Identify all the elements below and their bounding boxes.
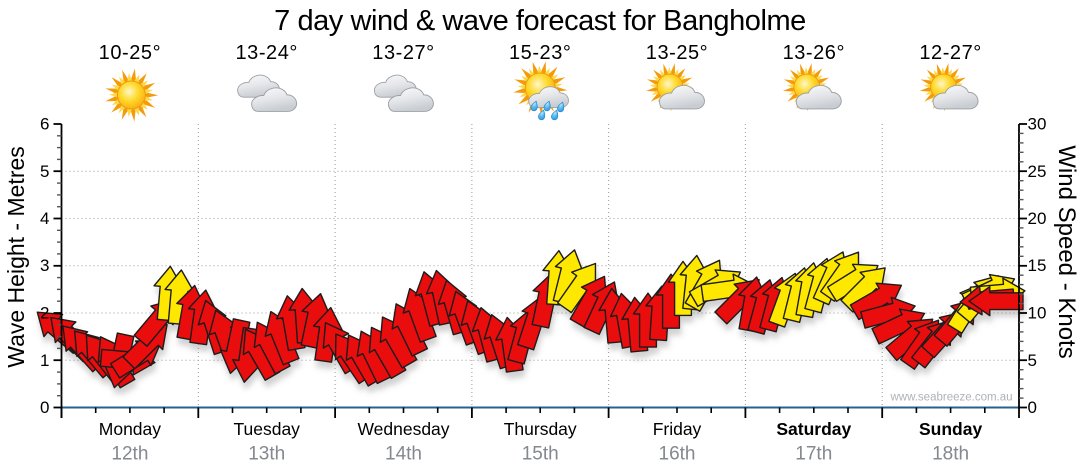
svg-text:4: 4 [40,209,49,228]
svg-text:15th: 15th [522,444,559,465]
svg-text:15-23°: 15-23° [509,42,571,64]
svg-text:0: 0 [1028,398,1037,417]
svg-text:13-27°: 13-27° [372,42,434,64]
svg-text:12th: 12th [111,444,148,465]
svg-text:Wave Height - Metres: Wave Height - Metres [3,146,29,368]
svg-text:1: 1 [40,351,49,370]
svg-text:10-25°: 10-25° [99,42,161,64]
svg-text:14th: 14th [385,444,422,465]
svg-text:Saturday: Saturday [776,419,851,439]
svg-text:12-27°: 12-27° [919,42,981,64]
svg-text:13-25°: 13-25° [646,42,708,64]
svg-text:Tuesday: Tuesday [233,419,300,439]
svg-text:Wind Speed - Knots: Wind Speed - Knots [1053,145,1080,358]
svg-text:5: 5 [1028,351,1037,370]
svg-text:17th: 17th [795,444,832,465]
svg-text:16th: 16th [659,444,696,465]
svg-text:30: 30 [1028,115,1047,134]
svg-text:3: 3 [40,256,49,275]
svg-text:Thursday: Thursday [504,419,577,439]
svg-text:5: 5 [40,162,49,181]
svg-text:Wednesday: Wednesday [357,419,449,439]
svg-text:20: 20 [1028,209,1047,228]
svg-text:Monday: Monday [99,419,162,439]
svg-text:Sunday: Sunday [919,419,982,439]
svg-text:www.seabreeze.com.au: www.seabreeze.com.au [889,392,1012,404]
svg-text:0: 0 [40,398,49,417]
svg-text:18th: 18th [932,444,969,465]
svg-text:25: 25 [1028,162,1047,181]
svg-text:13-26°: 13-26° [783,42,845,64]
svg-text:6: 6 [40,115,49,134]
svg-text:Friday: Friday [653,419,702,439]
svg-text:7 day wind & wave forecast for: 7 day wind & wave forecast for Bangholme [274,5,806,37]
svg-text:2: 2 [40,304,49,323]
svg-text:15: 15 [1028,256,1047,275]
svg-text:13th: 13th [248,444,285,465]
svg-text:13-24°: 13-24° [235,42,297,64]
svg-text:10: 10 [1028,304,1047,323]
